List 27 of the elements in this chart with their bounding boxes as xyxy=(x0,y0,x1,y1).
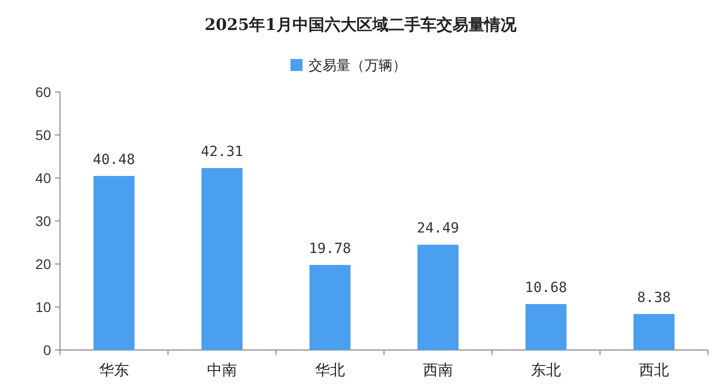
y-tick-label: 60 xyxy=(35,84,52,100)
data-label: 24.49 xyxy=(416,220,460,237)
x-tick-label: 东北 xyxy=(531,362,561,379)
bar xyxy=(201,168,243,350)
y-tick-label: 50 xyxy=(35,127,52,143)
x-tick-label: 中南 xyxy=(207,362,237,379)
bar xyxy=(309,264,351,350)
legend-label: 交易量（万辆） xyxy=(308,57,406,73)
x-tick-label: 西北 xyxy=(639,362,669,379)
y-tick-label: 10 xyxy=(35,299,52,315)
data-label: 8.38 xyxy=(637,290,671,306)
bar xyxy=(525,304,567,350)
bar xyxy=(93,176,135,350)
data-label: 40.48 xyxy=(92,152,136,168)
bar xyxy=(417,244,459,350)
x-tick-label: 西南 xyxy=(423,362,453,379)
y-tick-label: 40 xyxy=(35,170,52,186)
x-tick-label: 华东 xyxy=(99,362,129,379)
chart-title: 2025年1月中国六大区域二手车交易量情况 xyxy=(204,15,518,34)
data-label: 10.68 xyxy=(524,280,568,296)
y-tick-label: 0 xyxy=(43,342,52,358)
x-tick-label: 华北 xyxy=(315,362,345,379)
data-label: 42.31 xyxy=(200,144,244,160)
y-tick-label: 20 xyxy=(35,256,52,272)
data-label: 19.78 xyxy=(308,240,352,257)
y-tick-label: 30 xyxy=(35,213,52,229)
bar xyxy=(633,314,675,350)
